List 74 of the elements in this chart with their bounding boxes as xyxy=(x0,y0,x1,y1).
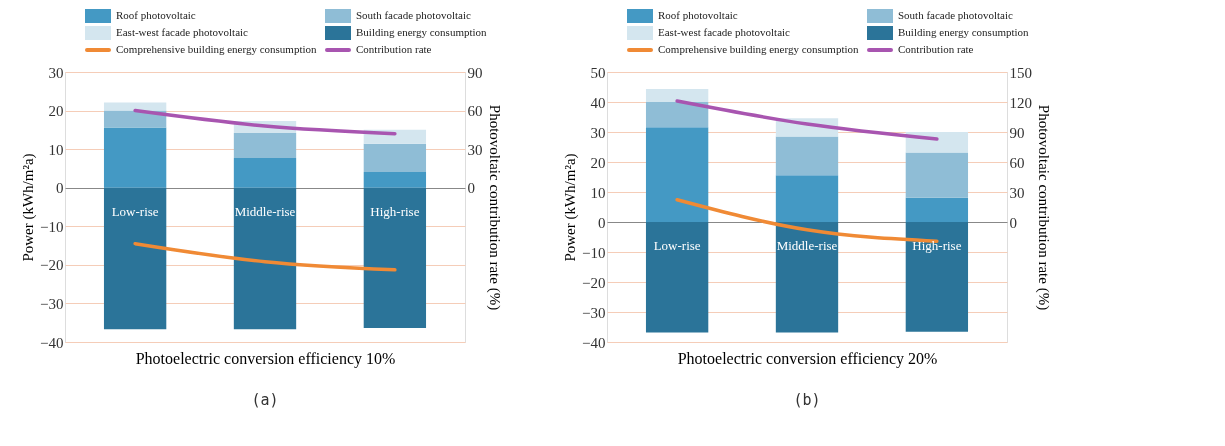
x-tick-label: High-rise xyxy=(370,203,420,219)
bar xyxy=(233,132,297,159)
bar xyxy=(103,187,167,330)
y-tick-label: −20 xyxy=(582,274,606,291)
bar xyxy=(363,171,427,188)
y-tick-label: 50 xyxy=(590,64,606,81)
y-tick-label: 0 xyxy=(56,180,64,197)
y2-axis-title: Photovoltaic contribution rate (%) xyxy=(485,104,503,311)
legend-label: Comprehensive building energy consumption xyxy=(116,43,318,55)
y2-tick-label: 90 xyxy=(467,64,483,81)
y-tick-label: −30 xyxy=(582,304,606,321)
legend-label: South facade photovoltaic xyxy=(356,9,471,21)
legend-label: Contribution rate xyxy=(356,43,432,55)
y-tick-label: 30 xyxy=(590,124,606,141)
y-tick-label: 30 xyxy=(48,64,64,81)
bar xyxy=(645,127,709,222)
bar xyxy=(775,136,839,176)
text: (a) xyxy=(251,391,279,409)
y-axis-title: Power (kWh/m²a) xyxy=(20,153,38,262)
x-tick-label: Middle-rise xyxy=(234,203,296,219)
bar xyxy=(363,143,427,172)
y2-axis-title: Photovoltaic contribution rate (%) xyxy=(1035,104,1052,311)
legend-label: East-west facade photovoltaic xyxy=(658,26,791,38)
y-tick-label: 0 xyxy=(598,214,606,231)
bar xyxy=(645,89,709,102)
x-tick-label: High-rise xyxy=(912,238,962,253)
y2-tick-label: 90 xyxy=(1009,124,1025,141)
legend-label: Roof photovoltaic xyxy=(116,9,196,21)
x-axis-title: Photoelectric conversion efficiency 10% xyxy=(135,349,396,368)
y-tick-label: 10 xyxy=(590,184,606,201)
legend-label: Roof photovoltaic xyxy=(658,9,738,21)
x-tick-label: Middle-rise xyxy=(776,238,838,253)
y2-tick-label: 150 xyxy=(1009,64,1032,81)
y-tick-label: −40 xyxy=(582,334,606,351)
y-tick-label: −40 xyxy=(40,334,64,351)
bar xyxy=(775,175,839,222)
bar xyxy=(363,187,427,329)
y-tick-label: 20 xyxy=(48,103,64,120)
y2-tick-label: 30 xyxy=(467,141,483,158)
y2-tick-label: 30 xyxy=(1009,184,1025,201)
y2-tick-label: 60 xyxy=(1009,154,1025,171)
y2-tick-label: 120 xyxy=(1009,94,1032,111)
bar xyxy=(233,187,297,330)
bar xyxy=(905,197,969,222)
y2-tick-label: 0 xyxy=(1009,214,1017,231)
y-axis-title: Power (kWh/m²a) xyxy=(562,153,580,262)
y-tick-label: 40 xyxy=(590,94,606,111)
legend-label: East-west facade photovoltaic xyxy=(116,26,249,38)
legend-label: South facade photovoltaic xyxy=(898,9,1013,21)
x-axis-title: Photoelectric conversion efficiency 20% xyxy=(677,349,938,368)
bar xyxy=(775,222,839,333)
x-tick-label: Low-rise xyxy=(111,203,159,219)
y-tick-label: 20 xyxy=(590,154,606,171)
bar xyxy=(103,102,167,111)
bar xyxy=(645,222,709,333)
legend-label: Comprehensive building energy consumption xyxy=(658,43,860,55)
y-tick-label: −10 xyxy=(40,218,64,235)
bar xyxy=(905,222,969,332)
y-tick-label: 10 xyxy=(48,141,64,158)
y-tick-label: −20 xyxy=(40,257,64,274)
legend-label: Building energy consumption xyxy=(356,26,488,38)
y2-tick-label: 0 xyxy=(467,180,475,197)
y2-tick-label: 60 xyxy=(467,103,483,120)
text: (b) xyxy=(793,391,821,409)
bar xyxy=(905,152,969,198)
legend-label: Contribution rate xyxy=(898,43,974,55)
bar xyxy=(233,158,297,188)
legend-label: Building energy consumption xyxy=(898,26,1030,38)
bar xyxy=(103,127,167,188)
bar xyxy=(645,102,709,128)
y-tick-label: −30 xyxy=(40,295,64,312)
x-tick-label: Low-rise xyxy=(653,238,701,253)
bar xyxy=(103,110,167,128)
y-tick-label: −10 xyxy=(582,244,606,261)
